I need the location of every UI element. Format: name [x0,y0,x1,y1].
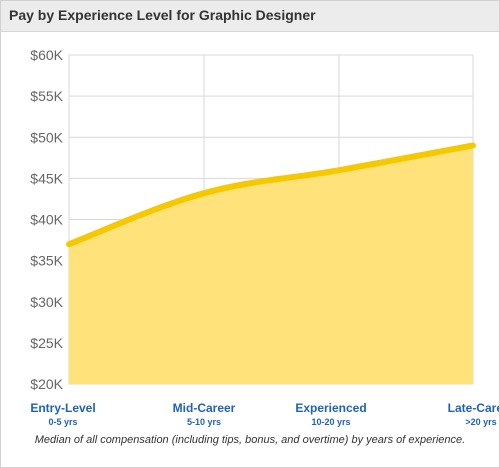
x-tick-label: Late-Career [448,401,499,415]
y-tick-label: $55K [30,88,63,104]
y-tick-label: $45K [30,170,63,186]
series-line [66,142,476,248]
x-tick-sublabel: 0-5 yrs [48,417,77,427]
y-tick-label: $20K [30,376,63,392]
y-tick-label: $50K [30,129,63,145]
x-tick-sublabel: 5-10 yrs [187,417,221,427]
y-axis-ticks: $20K $25K $30K $35K $40K $45K $50K $55K $60K [30,47,63,392]
chart-header: Pay by Experience Level for Graphic Desi… [1,1,499,32]
area-chart: $20K $25K $30K $35K $40K $45K $50K $55K $60K Ent… [30,47,499,427]
y-tick-label: $30K [30,294,63,310]
y-tick-label: $25K [30,335,63,351]
y-tick-label: $60K [30,47,63,63]
y-tick-label: $35K [30,253,63,269]
x-tick-label: Entry-Level [30,401,95,415]
x-tick-label: Mid-Career [173,401,236,415]
chart-caption: Median of all compensation (including ti… [34,434,466,446]
x-tick-sublabel: 10-20 yrs [311,417,350,427]
y-tick-label: $40K [30,212,63,228]
chart-title: Pay by Experience Level for Graphic Desi… [9,7,316,23]
x-tick-label: Experienced [295,401,366,415]
x-tick-sublabel: >20 yrs [465,417,496,427]
x-axis-ticks: Entry-Level 0-5 yrs Mid-Career 5-10 yrs Expe… [30,401,499,427]
area-layer [66,142,476,384]
